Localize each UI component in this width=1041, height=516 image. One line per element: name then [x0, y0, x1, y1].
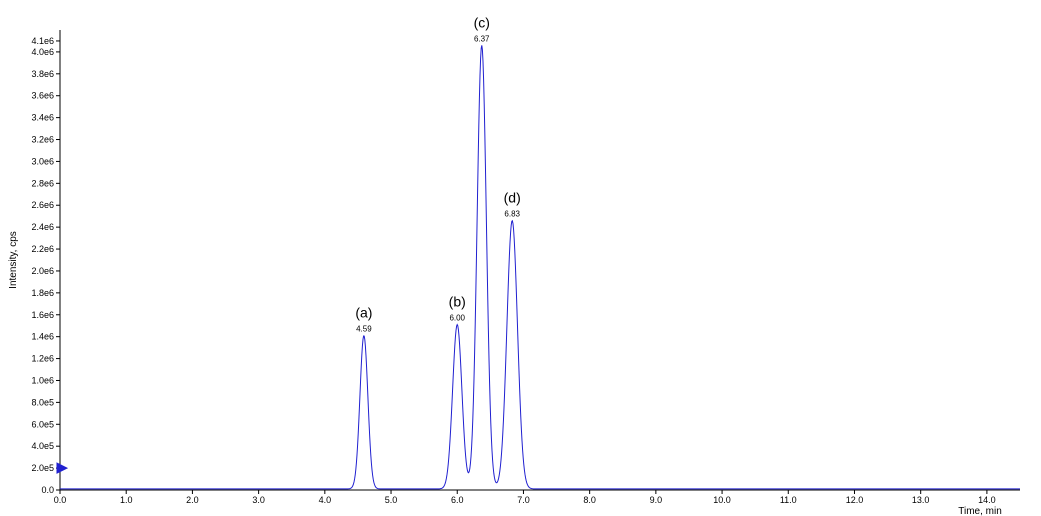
y-tick-label: 4.1e6: [31, 36, 54, 46]
chart-svg: 0.0 2.0e5 4.0e5 6.0e5 8.0e5 1.0e6 1.2e6 1.4e6 1.…: [0, 0, 1041, 516]
y-tick-label: 1.4e6: [31, 332, 54, 342]
peak-letter-label: (c): [474, 14, 490, 30]
x-tick-label: 8.0: [583, 495, 596, 505]
y-tick-label: 2.0e6: [31, 266, 54, 276]
y-tick-label: 3.8e6: [31, 69, 54, 79]
x-tick-label: 13.0: [912, 495, 930, 505]
x-tick-label: 6.0: [451, 495, 464, 505]
y-tick-label: 1.2e6: [31, 354, 54, 364]
x-tick-label: 9.0: [650, 495, 663, 505]
y-tick-label: 2.0e5: [31, 463, 54, 473]
peak-rt-label: 6.83: [504, 210, 520, 219]
y-tick-label: 2.2e6: [31, 244, 54, 254]
peak-rt-label: 6.00: [449, 314, 465, 323]
y-tick-label: 2.6e6: [31, 200, 54, 210]
x-tick-label: 4.0: [319, 495, 332, 505]
y-tick-label: 2.8e6: [31, 178, 54, 188]
x-tick-label: 3.0: [252, 495, 265, 505]
peak-letter-label: (d): [504, 190, 521, 206]
y-tick-label: 6.0e5: [31, 419, 54, 429]
y-tick-label: 3.0e6: [31, 156, 54, 166]
y-axis-label: Intensity, cps: [8, 231, 19, 289]
x-tick-label: 0.0: [54, 495, 67, 505]
x-tick-label: 7.0: [517, 495, 530, 505]
x-tick-label: 1.0: [120, 495, 133, 505]
chromatogram-chart: 0.0 2.0e5 4.0e5 6.0e5 8.0e5 1.0e6 1.2e6 1.4e6 1.…: [0, 0, 1041, 516]
x-tick-label: 11.0: [780, 495, 797, 505]
y-tick-label: 1.6e6: [31, 310, 54, 320]
y-tick-label: 2.4e6: [31, 222, 54, 232]
peak-rt-label: 4.59: [356, 325, 372, 334]
x-tick-label: 14.0: [978, 495, 996, 505]
peak-letter-label: (b): [449, 294, 466, 310]
y-tick-label: 1.0e6: [31, 375, 54, 385]
peak-letter-label: (a): [355, 305, 372, 321]
x-tick-label: 5.0: [385, 495, 398, 505]
y-tick-label: 0.0: [41, 485, 54, 495]
y-tick-label: 8.0e5: [31, 397, 54, 407]
y-tick-label: 4.0e6: [31, 47, 54, 57]
y-tick-label: 3.6e6: [31, 91, 54, 101]
x-tick-label: 10.0: [713, 495, 731, 505]
peak-rt-label: 6.37: [474, 34, 490, 43]
y-tick-label: 1.8e6: [31, 288, 54, 298]
x-tick-label: 12.0: [846, 495, 864, 505]
y-tick-label: 3.4e6: [31, 113, 54, 123]
x-axis-label: Time, min: [958, 506, 1002, 516]
y-tick-label: 3.2e6: [31, 135, 54, 145]
x-tick-label: 2.0: [186, 495, 199, 505]
y-tick-label: 4.0e5: [31, 441, 54, 451]
